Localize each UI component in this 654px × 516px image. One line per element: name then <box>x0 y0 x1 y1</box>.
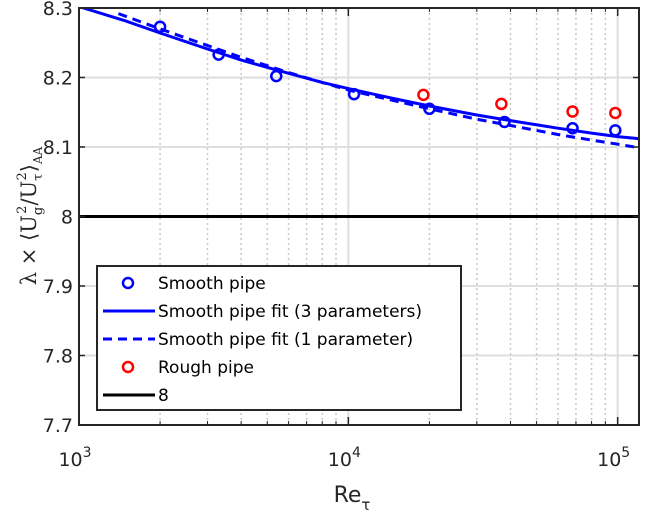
y-label-part: /U <box>17 181 41 206</box>
y-label-part: λ × ⟨U <box>17 215 41 285</box>
y-axis-label: λ × ⟨Ug2/Uτ2⟩AA <box>15 146 46 285</box>
rough-pipe-point <box>566 105 579 118</box>
y-label-part: AA <box>31 146 45 165</box>
x-axis-label-main: Re <box>334 483 362 508</box>
y-tick-label: 8 <box>61 207 73 229</box>
series-layer <box>79 8 639 218</box>
legend-label: Smooth pipe fit (1 parameter) <box>158 330 413 350</box>
legend-marker <box>121 276 135 290</box>
ticks: 7.7 7.8 7.9 8 8.1 8.2 8.3 103 104 105 <box>43 0 639 471</box>
y-label-part: 2 <box>15 206 30 214</box>
y-tick-label: 8.3 <box>43 0 73 20</box>
y-tick-label: 7.8 <box>43 346 73 368</box>
legend-label: 8 <box>158 386 169 406</box>
legend-label: Smooth pipe fit (3 parameters) <box>158 302 422 322</box>
fit-line-3-param <box>79 8 639 141</box>
y-tick-label: 7.7 <box>43 415 73 437</box>
x-tick-label: 103 <box>58 445 91 471</box>
legend-marker <box>121 360 135 374</box>
x-tick-label: 105 <box>597 445 630 471</box>
legend-entries: Smooth pipe Smooth pipe fit (3 parameters… <box>103 274 422 406</box>
y-tick-label: 8.2 <box>43 68 73 90</box>
legend: Smooth pipe Smooth pipe fit (3 parameters… <box>96 265 462 411</box>
y-label-part: τ <box>31 174 46 181</box>
y-label-part: g <box>31 207 46 215</box>
rough-pipe-point <box>609 106 622 120</box>
y-label-part: ⟩ <box>17 164 41 172</box>
fit-line-1-param <box>117 12 639 150</box>
x-axis-label-sub: τ <box>361 496 370 514</box>
legend-label: Smooth pipe <box>158 274 266 294</box>
x-axis-label: Reτ <box>334 483 371 514</box>
x-tick-label: 104 <box>328 445 361 471</box>
rough-pipe-point <box>417 88 430 102</box>
legend-label: Rough pipe <box>158 358 254 378</box>
rough-pipe-point <box>495 97 508 111</box>
legend-box <box>96 265 462 411</box>
y-tick-label: 7.9 <box>43 276 73 298</box>
y-tick-label: 8.1 <box>43 137 73 159</box>
y-label-part: 2 <box>15 172 30 180</box>
